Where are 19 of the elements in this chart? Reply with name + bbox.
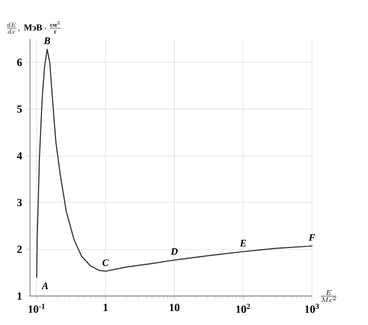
annotation: D [170, 248, 178, 255]
annotation: E [240, 240, 246, 246]
annotation: B [44, 38, 50, 44]
y-axis-title: $\frac{dE}{dx},\ \text{МэВ}\cdot\frac{\text{см}^2}{\text{г}}$ [6, 20, 61, 34]
y-tick-label: 5 [17, 105, 22, 113]
y-tick-label: 4 [16, 152, 22, 160]
x-tick-label: 1 [104, 304, 108, 312]
annotation: F [308, 234, 316, 241]
y-tick-label: 3 [17, 198, 22, 206]
x-tick-label: 10$^{3}$ [305, 304, 319, 313]
x-axis-title: $\frac{E}{Mc^2}$ [320, 290, 337, 302]
y-tick-label: 2 [17, 246, 22, 253]
annotation: A [41, 282, 48, 290]
x-tick-label: 10$^{2}$ [236, 304, 250, 313]
x-tick-label: 10 [170, 304, 180, 312]
y-tick-label: 1 [18, 292, 22, 300]
y-tick-label: 6 [17, 58, 22, 66]
x-tick-label: 10$^{-1}$ [28, 304, 45, 313]
annotation: C [102, 259, 109, 266]
